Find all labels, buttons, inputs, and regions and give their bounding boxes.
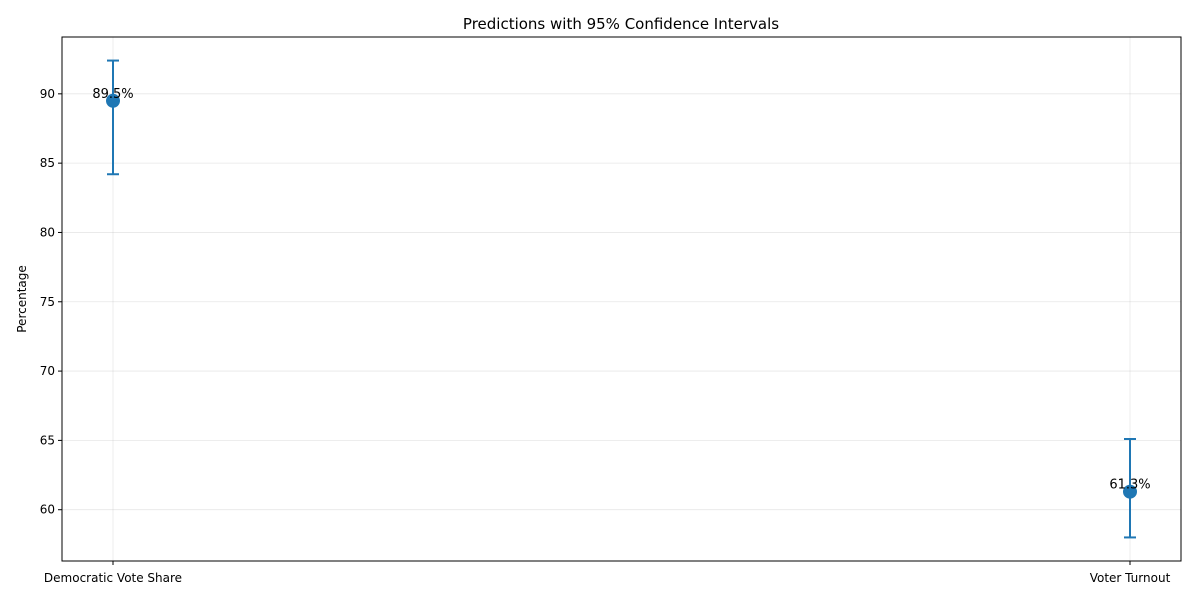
y-axis-label: Percentage [15,265,29,333]
y-tick-label: 85 [40,156,55,170]
grid [62,37,1181,561]
data-point [1123,484,1137,499]
data-point [106,93,120,108]
y-tick-label: 75 [40,295,55,309]
y-tick-label: 65 [40,433,55,447]
axes: 60 65 70 75 80 85 90 Democratic Vote Share Voter… [40,36,1182,585]
x-tick-label: Voter Turnout [1090,571,1171,585]
y-tick-label: 70 [40,364,55,378]
y-tick-label: 80 [40,225,55,239]
data-label: 61.3% [1109,478,1150,493]
plot-marks: 89.5% 61.3% [92,59,1151,539]
plot-frame [61,36,1182,562]
y-tick-label: 60 [40,503,55,517]
y-tick-label: 90 [40,87,55,101]
x-tick-label: Democratic Vote Share [44,571,182,585]
data-label: 89.5% [92,87,133,102]
chart-title: Predictions with 95% Confidence Interval… [463,15,779,33]
